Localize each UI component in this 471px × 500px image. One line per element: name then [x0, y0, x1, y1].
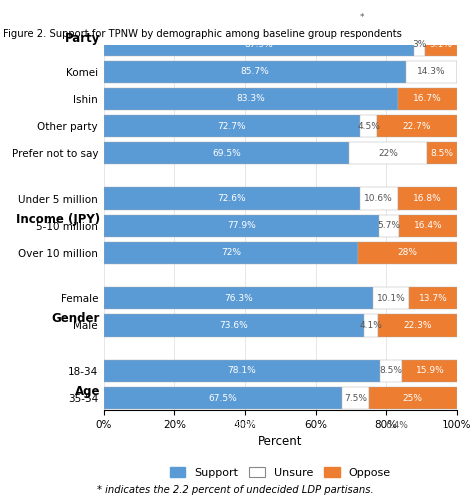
- Bar: [373, 287, 409, 310]
- Text: 77.9%: 77.9%: [227, 222, 256, 230]
- Bar: [406, 60, 457, 83]
- Bar: [104, 142, 349, 165]
- Text: 16.8%: 16.8%: [413, 194, 442, 203]
- Bar: [358, 242, 457, 264]
- Text: 72%: 72%: [221, 248, 241, 258]
- Bar: [385, 414, 408, 436]
- Text: 72%: 72%: [221, 13, 241, 22]
- Bar: [377, 115, 457, 137]
- Text: Income (JPY): Income (JPY): [16, 213, 100, 226]
- Text: 72.7%: 72.7%: [218, 122, 246, 130]
- Bar: [360, 115, 377, 137]
- Text: 67.5%: 67.5%: [209, 394, 237, 402]
- Bar: [104, 287, 373, 310]
- Text: 87.9%: 87.9%: [244, 40, 273, 49]
- Text: 14.3%: 14.3%: [417, 68, 446, 76]
- Text: 13.8%: 13.8%: [418, 420, 447, 430]
- Bar: [104, 414, 385, 436]
- Text: 79.8%: 79.8%: [230, 420, 259, 430]
- Bar: [104, 314, 364, 336]
- X-axis label: Percent: Percent: [258, 436, 302, 448]
- Text: 15.9%: 15.9%: [416, 366, 445, 376]
- Text: 73.6%: 73.6%: [219, 321, 248, 330]
- Text: 13.7%: 13.7%: [419, 294, 447, 303]
- Text: 25%: 25%: [403, 394, 422, 402]
- Bar: [104, 360, 380, 382]
- Text: 16.7%: 16.7%: [413, 94, 442, 104]
- Text: 3%: 3%: [412, 40, 427, 49]
- Text: 4.5%: 4.5%: [357, 122, 380, 130]
- Bar: [414, 34, 425, 56]
- Text: 22%: 22%: [378, 148, 398, 158]
- Text: 5.7%: 5.7%: [377, 222, 400, 230]
- Text: 9.1%: 9.1%: [429, 40, 452, 49]
- Bar: [104, 60, 406, 83]
- Bar: [409, 287, 457, 310]
- Bar: [360, 188, 398, 210]
- Text: 6.4%: 6.4%: [385, 420, 408, 430]
- Text: Figure 2. Support for TPNW by demographic among baseline group respondents: Figure 2. Support for TPNW by demographi…: [3, 28, 402, 38]
- Text: 22.3%: 22.3%: [403, 321, 432, 330]
- Bar: [425, 34, 457, 56]
- Bar: [366, 6, 457, 29]
- Text: 16.4%: 16.4%: [414, 222, 442, 230]
- Bar: [399, 214, 457, 237]
- Bar: [364, 314, 378, 336]
- Text: 7.5%: 7.5%: [344, 394, 367, 402]
- Text: 72.6%: 72.6%: [218, 194, 246, 203]
- Text: * indicates the 2.2 percent of undecided LDP partisans.: * indicates the 2.2 percent of undecided…: [97, 485, 374, 495]
- Text: 83.3%: 83.3%: [236, 94, 265, 104]
- Text: *: *: [359, 13, 364, 22]
- Bar: [378, 314, 457, 336]
- Bar: [402, 360, 459, 382]
- Bar: [104, 214, 379, 237]
- Text: 10.6%: 10.6%: [365, 194, 393, 203]
- Bar: [104, 88, 398, 110]
- Bar: [379, 214, 399, 237]
- Text: 78.1%: 78.1%: [227, 366, 256, 376]
- Text: 22.7%: 22.7%: [403, 122, 431, 130]
- Bar: [104, 242, 358, 264]
- Text: 76.3%: 76.3%: [224, 294, 253, 303]
- Bar: [104, 115, 360, 137]
- Text: 8.5%: 8.5%: [430, 148, 454, 158]
- Text: 69.5%: 69.5%: [212, 148, 241, 158]
- Legend: Support, Unsure, Oppose: Support, Unsure, Oppose: [165, 463, 395, 482]
- Bar: [398, 188, 457, 210]
- Text: 85.7%: 85.7%: [241, 68, 269, 76]
- Text: 8.5%: 8.5%: [380, 366, 403, 376]
- Text: Party: Party: [65, 32, 100, 44]
- Bar: [408, 414, 457, 436]
- Bar: [398, 88, 457, 110]
- Bar: [427, 142, 457, 165]
- Bar: [380, 360, 402, 382]
- Bar: [349, 142, 427, 165]
- Text: 10.1%: 10.1%: [377, 294, 406, 303]
- Bar: [358, 6, 366, 29]
- Bar: [104, 6, 358, 29]
- Bar: [342, 387, 368, 409]
- Bar: [104, 34, 414, 56]
- Text: Gender: Gender: [52, 312, 100, 326]
- Text: 28%: 28%: [398, 248, 417, 258]
- Text: Age: Age: [74, 385, 100, 398]
- Text: 25.8%: 25.8%: [397, 13, 426, 22]
- Bar: [104, 387, 342, 409]
- Bar: [368, 387, 457, 409]
- Text: 4.1%: 4.1%: [359, 321, 382, 330]
- Bar: [104, 188, 360, 210]
